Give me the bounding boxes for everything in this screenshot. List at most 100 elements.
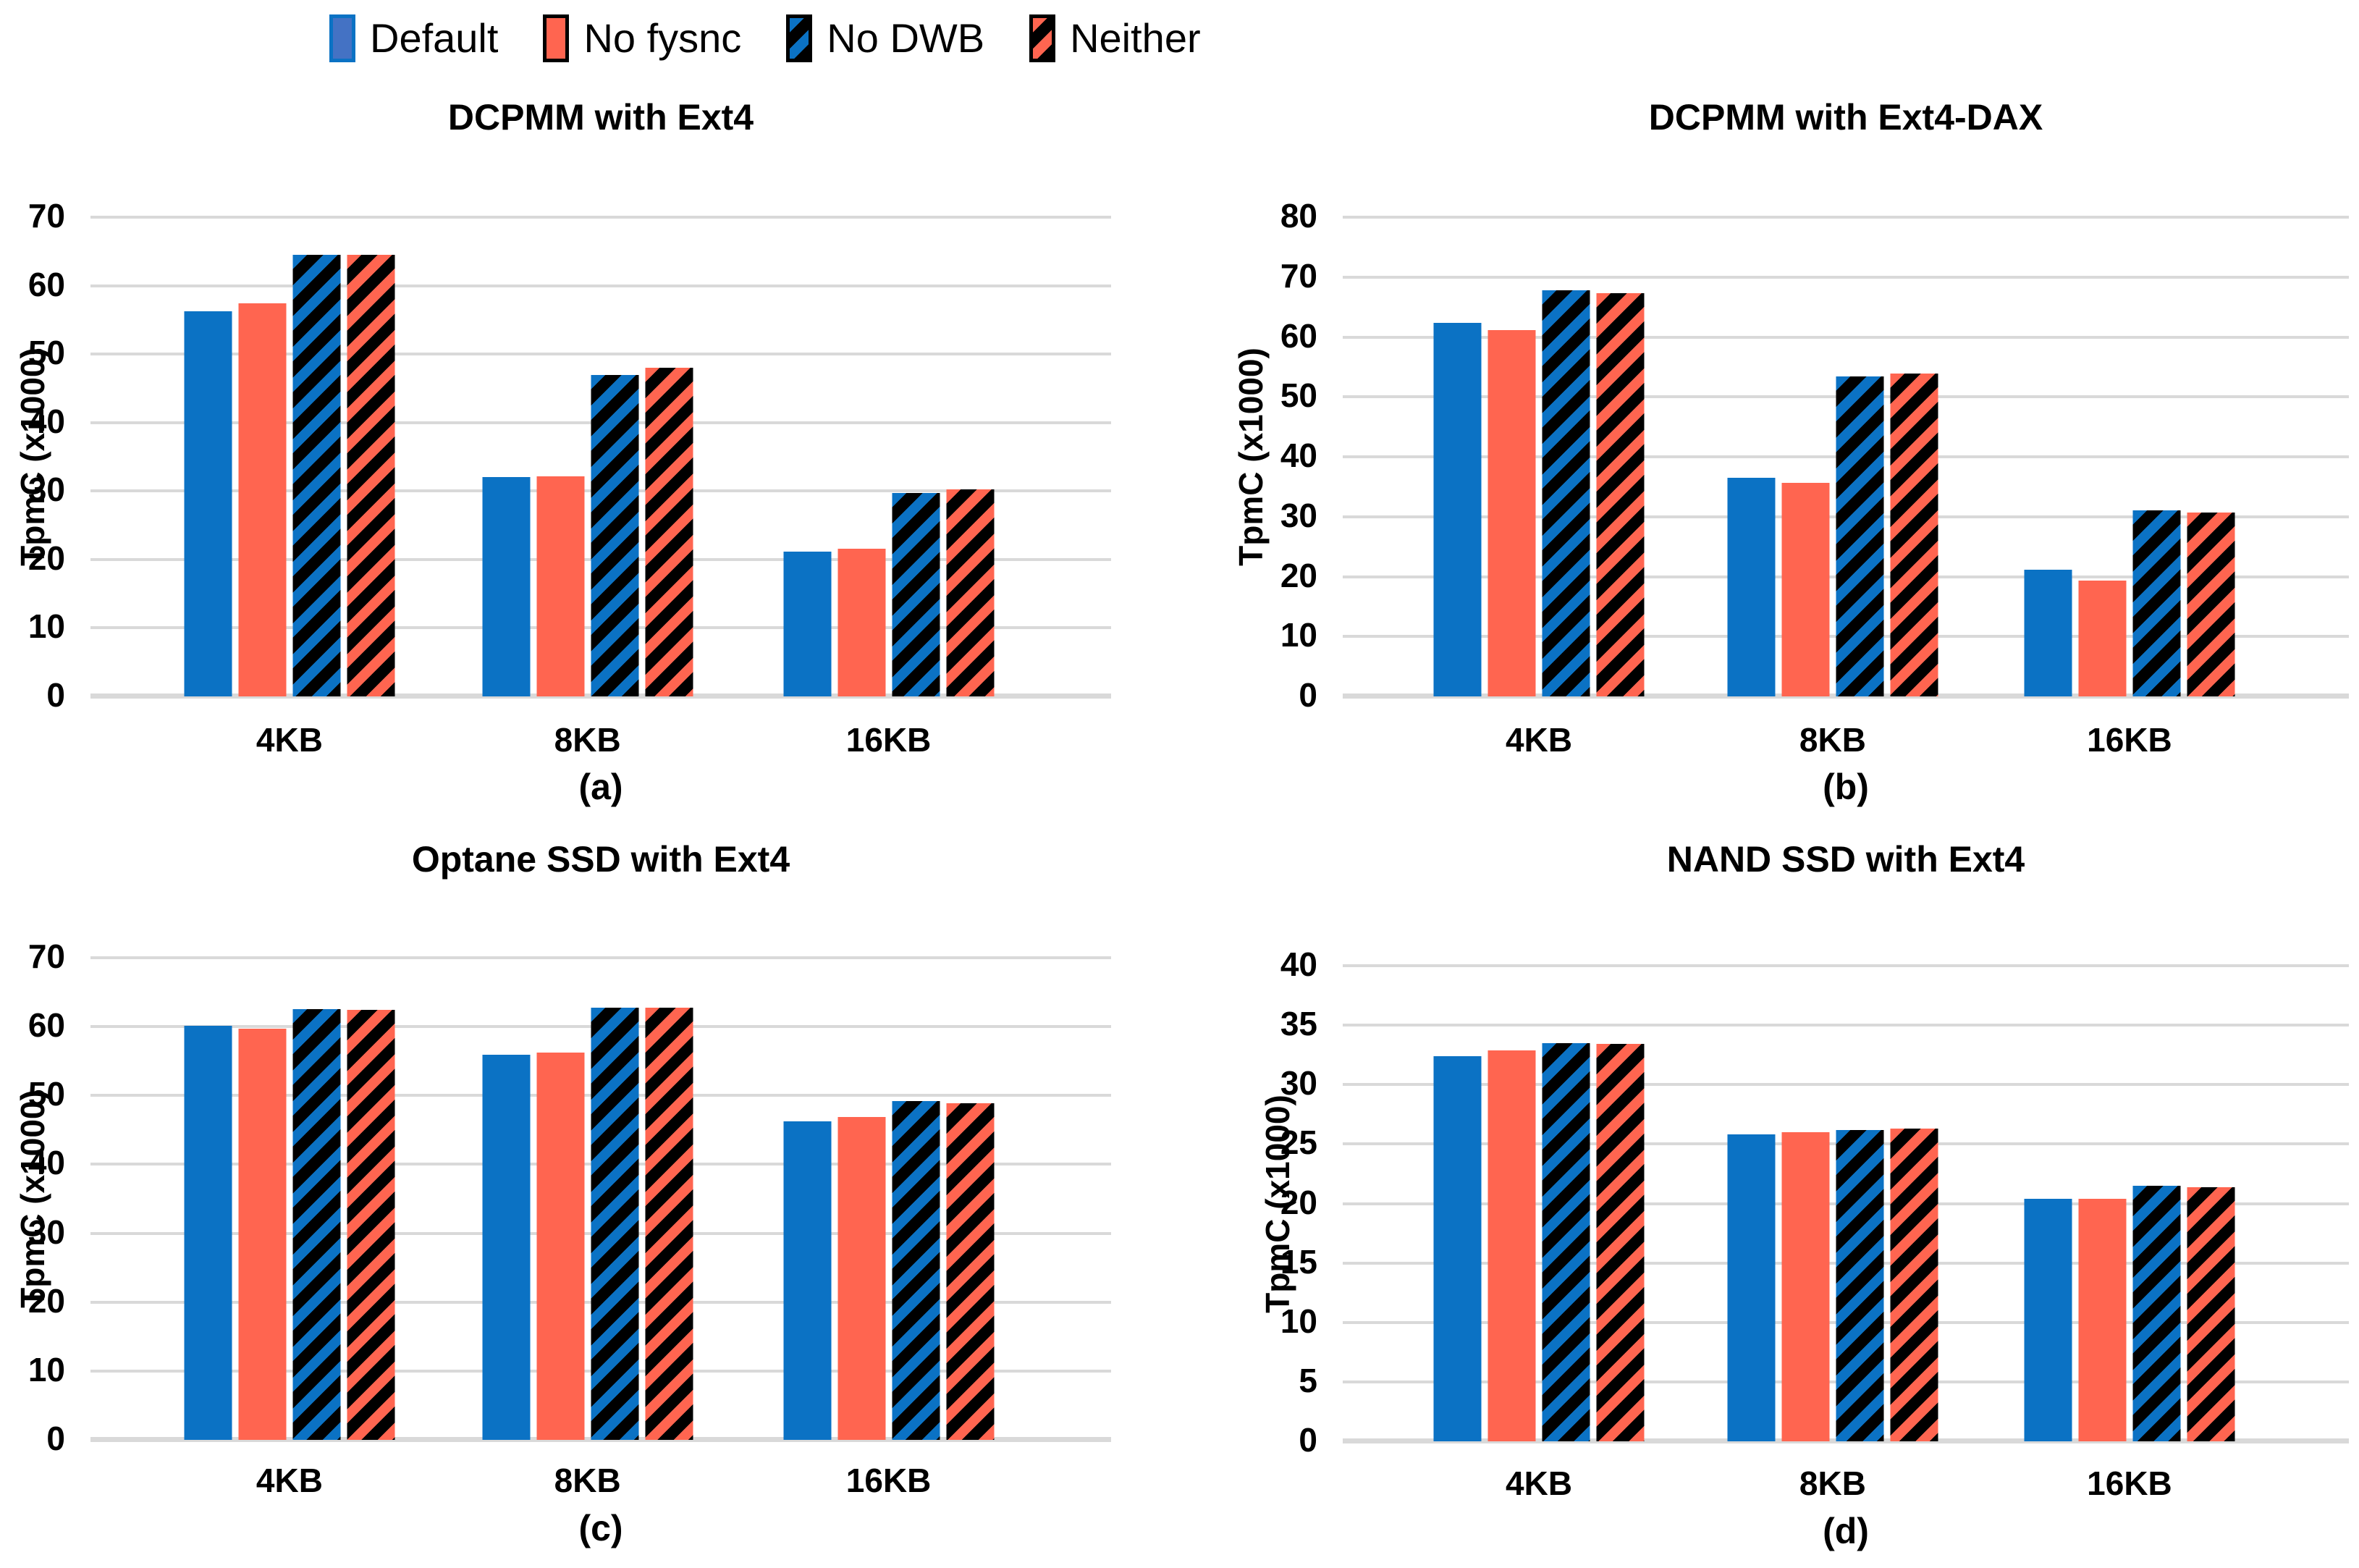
y-tick-label: 50 bbox=[28, 1075, 65, 1113]
bar-neither-16kb bbox=[2187, 1186, 2235, 1441]
bar-no-dwb-4kb bbox=[292, 255, 341, 696]
x-category-label: 8KB bbox=[1799, 1464, 1866, 1502]
y-tick-label: 30 bbox=[1280, 496, 1317, 534]
bar-group-4kb bbox=[1433, 217, 1645, 696]
panel-sublabel: (c) bbox=[578, 1508, 623, 1548]
bar-no-dwb-4kb bbox=[292, 1009, 341, 1440]
bar-default-16kb bbox=[2024, 569, 2072, 696]
y-tick-label: 70 bbox=[28, 937, 65, 975]
x-category-label: 4KB bbox=[1506, 1464, 1573, 1502]
bar-no-dwb-16kb bbox=[892, 493, 940, 696]
y-tick-label: 50 bbox=[28, 334, 65, 372]
y-tick-label: 20 bbox=[28, 539, 65, 577]
x-category-label: 4KB bbox=[1506, 721, 1573, 759]
gridline bbox=[1343, 275, 2349, 279]
y-tick-label: 0 bbox=[46, 1420, 65, 1457]
bar-neither-4kb bbox=[347, 1010, 395, 1440]
y-tick-label: 40 bbox=[1280, 437, 1317, 474]
bar-default-8kb bbox=[482, 477, 531, 696]
bar-group-16kb bbox=[2024, 217, 2235, 696]
bar-no-fysnc-16kb bbox=[837, 548, 886, 696]
bar-no-fysnc-8kb bbox=[1781, 1131, 1830, 1441]
x-category-label: 16KB bbox=[845, 1462, 932, 1499]
bar-default-16kb bbox=[2024, 1198, 2072, 1441]
bar-no-dwb-16kb bbox=[2132, 510, 2181, 696]
y-tick-label: 10 bbox=[28, 1350, 65, 1388]
bar-neither-8kb bbox=[1890, 1129, 1938, 1441]
legend-label-no-fysnc: No fysnc bbox=[583, 15, 742, 61]
y-tick-label: 35 bbox=[1280, 1005, 1317, 1043]
y-tick-label: 20 bbox=[1280, 556, 1317, 594]
bar-group-8kb bbox=[482, 217, 693, 696]
y-tick-label: 15 bbox=[1280, 1242, 1317, 1281]
bar-group-4kb bbox=[184, 217, 395, 696]
x-category-label: 4KB bbox=[256, 721, 323, 759]
bar-neither-16kb bbox=[946, 489, 995, 696]
bar-group-4kb bbox=[184, 958, 395, 1440]
y-tick-label: 60 bbox=[28, 265, 65, 303]
bar-default-8kb bbox=[1727, 477, 1776, 696]
bar-default-8kb bbox=[482, 1055, 531, 1440]
bar-group-16kb bbox=[783, 958, 995, 1440]
bar-neither-8kb bbox=[1890, 373, 1938, 696]
bar-no-dwb-8kb bbox=[591, 1008, 639, 1440]
panel-sublabel: (d) bbox=[1823, 1511, 1869, 1551]
legend: Default No fysnc No DWB Neither bbox=[329, 7, 1201, 69]
y-tick-label: 30 bbox=[1280, 1064, 1317, 1103]
legend-swatch-no-fysnc-icon bbox=[543, 14, 570, 62]
bar-group-16kb bbox=[783, 217, 995, 696]
gridline bbox=[90, 284, 1111, 287]
y-tick-label: 20 bbox=[28, 1281, 65, 1320]
gridline bbox=[1343, 1024, 2349, 1027]
panel-sublabel: (b) bbox=[1823, 767, 1869, 807]
bar-group-4kb bbox=[1433, 966, 1645, 1441]
legend-item-no-fysnc: No fysnc bbox=[543, 14, 741, 62]
bar-no-fysnc-16kb bbox=[2078, 1198, 2127, 1441]
chart-title: NAND SSD with Ext4 bbox=[1666, 839, 2025, 880]
chart-title: DCPMM with Ext4 bbox=[447, 97, 754, 138]
panel-sublabel: (a) bbox=[578, 767, 623, 807]
bar-no-fysnc-8kb bbox=[536, 476, 585, 696]
y-tick-label: 0 bbox=[46, 676, 65, 714]
legend-swatch-no-dwb-icon bbox=[786, 14, 813, 62]
bar-default-4kb bbox=[184, 1026, 232, 1440]
bar-no-fysnc-4kb bbox=[1487, 330, 1536, 696]
bar-neither-16kb bbox=[946, 1103, 995, 1440]
bar-group-8kb bbox=[1727, 966, 1938, 1441]
bar-neither-16kb bbox=[2187, 512, 2235, 696]
y-axis-label: TpmC (x1000) bbox=[14, 347, 51, 566]
bar-default-4kb bbox=[1433, 322, 1482, 696]
y-tick-label: 10 bbox=[28, 607, 65, 646]
y-tick-label: 60 bbox=[28, 1006, 65, 1045]
bar-group-16kb bbox=[2024, 966, 2235, 1441]
bar-default-8kb bbox=[1727, 1134, 1776, 1441]
bar-no-dwb-16kb bbox=[2132, 1185, 2181, 1441]
y-tick-label: 40 bbox=[1280, 945, 1317, 983]
bar-neither-4kb bbox=[1596, 293, 1645, 696]
bar-no-dwb-8kb bbox=[1836, 376, 1884, 696]
legend-label-no-dwb: No DWB bbox=[827, 15, 985, 61]
bar-no-dwb-8kb bbox=[591, 374, 639, 696]
x-category-label: 16KB bbox=[2087, 721, 2172, 759]
bar-no-dwb-4kb bbox=[1542, 290, 1590, 696]
bar-no-fysnc-8kb bbox=[536, 1053, 585, 1440]
bar-neither-4kb bbox=[1596, 1044, 1645, 1441]
bar-neither-8kb bbox=[645, 1007, 693, 1440]
y-tick-label: 70 bbox=[1280, 256, 1317, 295]
bar-neither-4kb bbox=[347, 255, 395, 696]
bar-no-fysnc-4kb bbox=[238, 303, 287, 696]
y-tick-label: 60 bbox=[1280, 316, 1317, 355]
bar-no-fysnc-16kb bbox=[837, 1116, 886, 1440]
legend-item-neither: Neither bbox=[1029, 14, 1201, 62]
bar-no-dwb-16kb bbox=[892, 1100, 940, 1440]
y-tick-label: 30 bbox=[28, 1213, 65, 1251]
gridline bbox=[1343, 335, 2349, 339]
y-tick-label: 20 bbox=[1280, 1183, 1317, 1221]
chart-title: DCPMM with Ext4-DAX bbox=[1648, 97, 2043, 138]
y-tick-label: 80 bbox=[1280, 197, 1317, 235]
y-axis-label: TpmC (x1000) bbox=[14, 1089, 51, 1308]
bar-default-4kb bbox=[184, 311, 232, 696]
gridline bbox=[1343, 216, 2349, 219]
y-tick-label: 0 bbox=[1299, 1421, 1317, 1459]
